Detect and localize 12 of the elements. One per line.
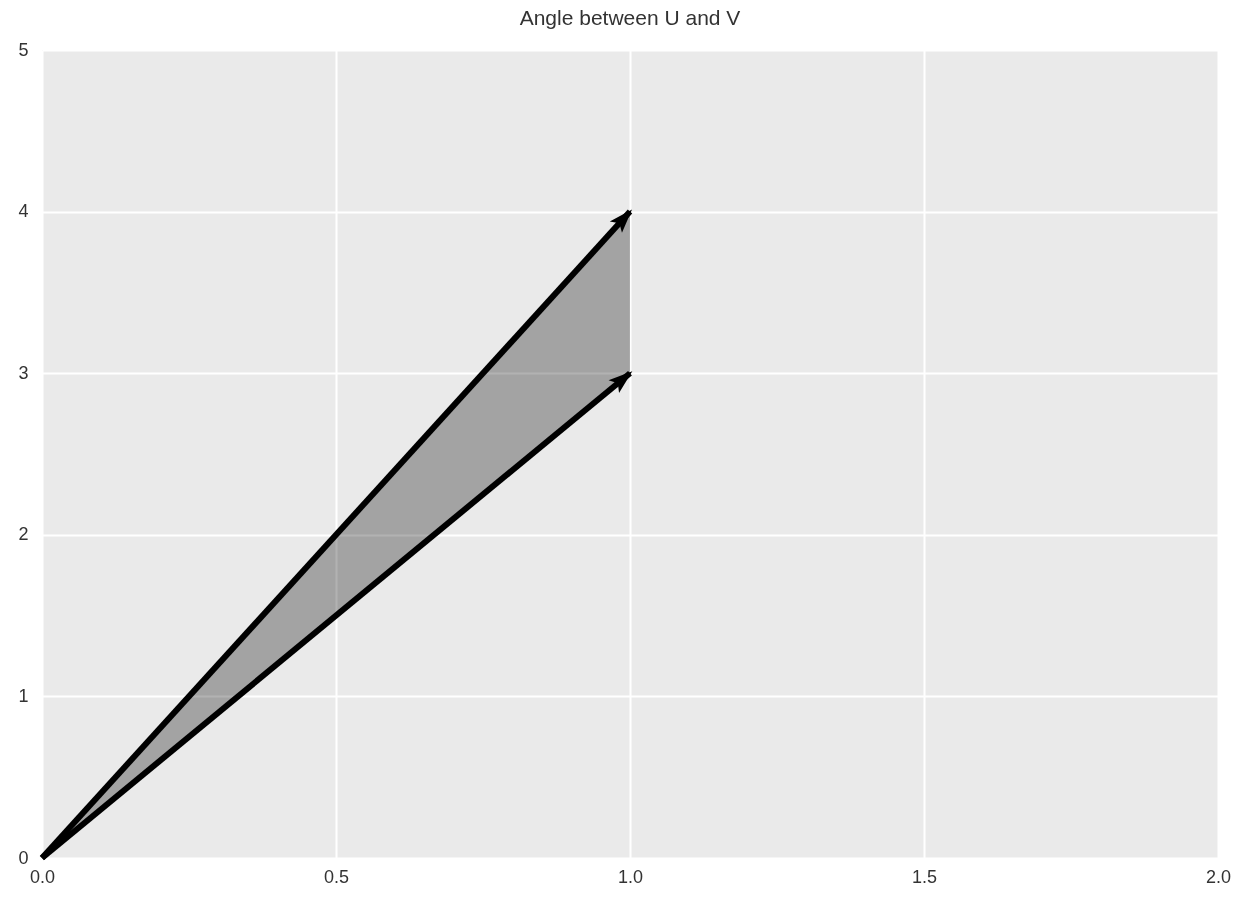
x-tick-label: 0.0 [29,866,56,887]
chart-title: Angle between U and V [519,6,741,29]
y-tick-label: 4 [18,201,29,222]
y-tick-label: 0 [18,847,29,868]
x-tick-label: 2.0 [1205,866,1232,887]
x-tick-label: 0.5 [323,866,350,887]
y-tick-label: 2 [18,524,29,545]
y-tick-label: 3 [18,362,29,383]
x-tick-label: 1.5 [911,866,938,887]
y-tick-label: 5 [18,39,29,60]
y-tick-label: 1 [18,685,29,706]
x-tick-label: 1.0 [617,866,644,887]
